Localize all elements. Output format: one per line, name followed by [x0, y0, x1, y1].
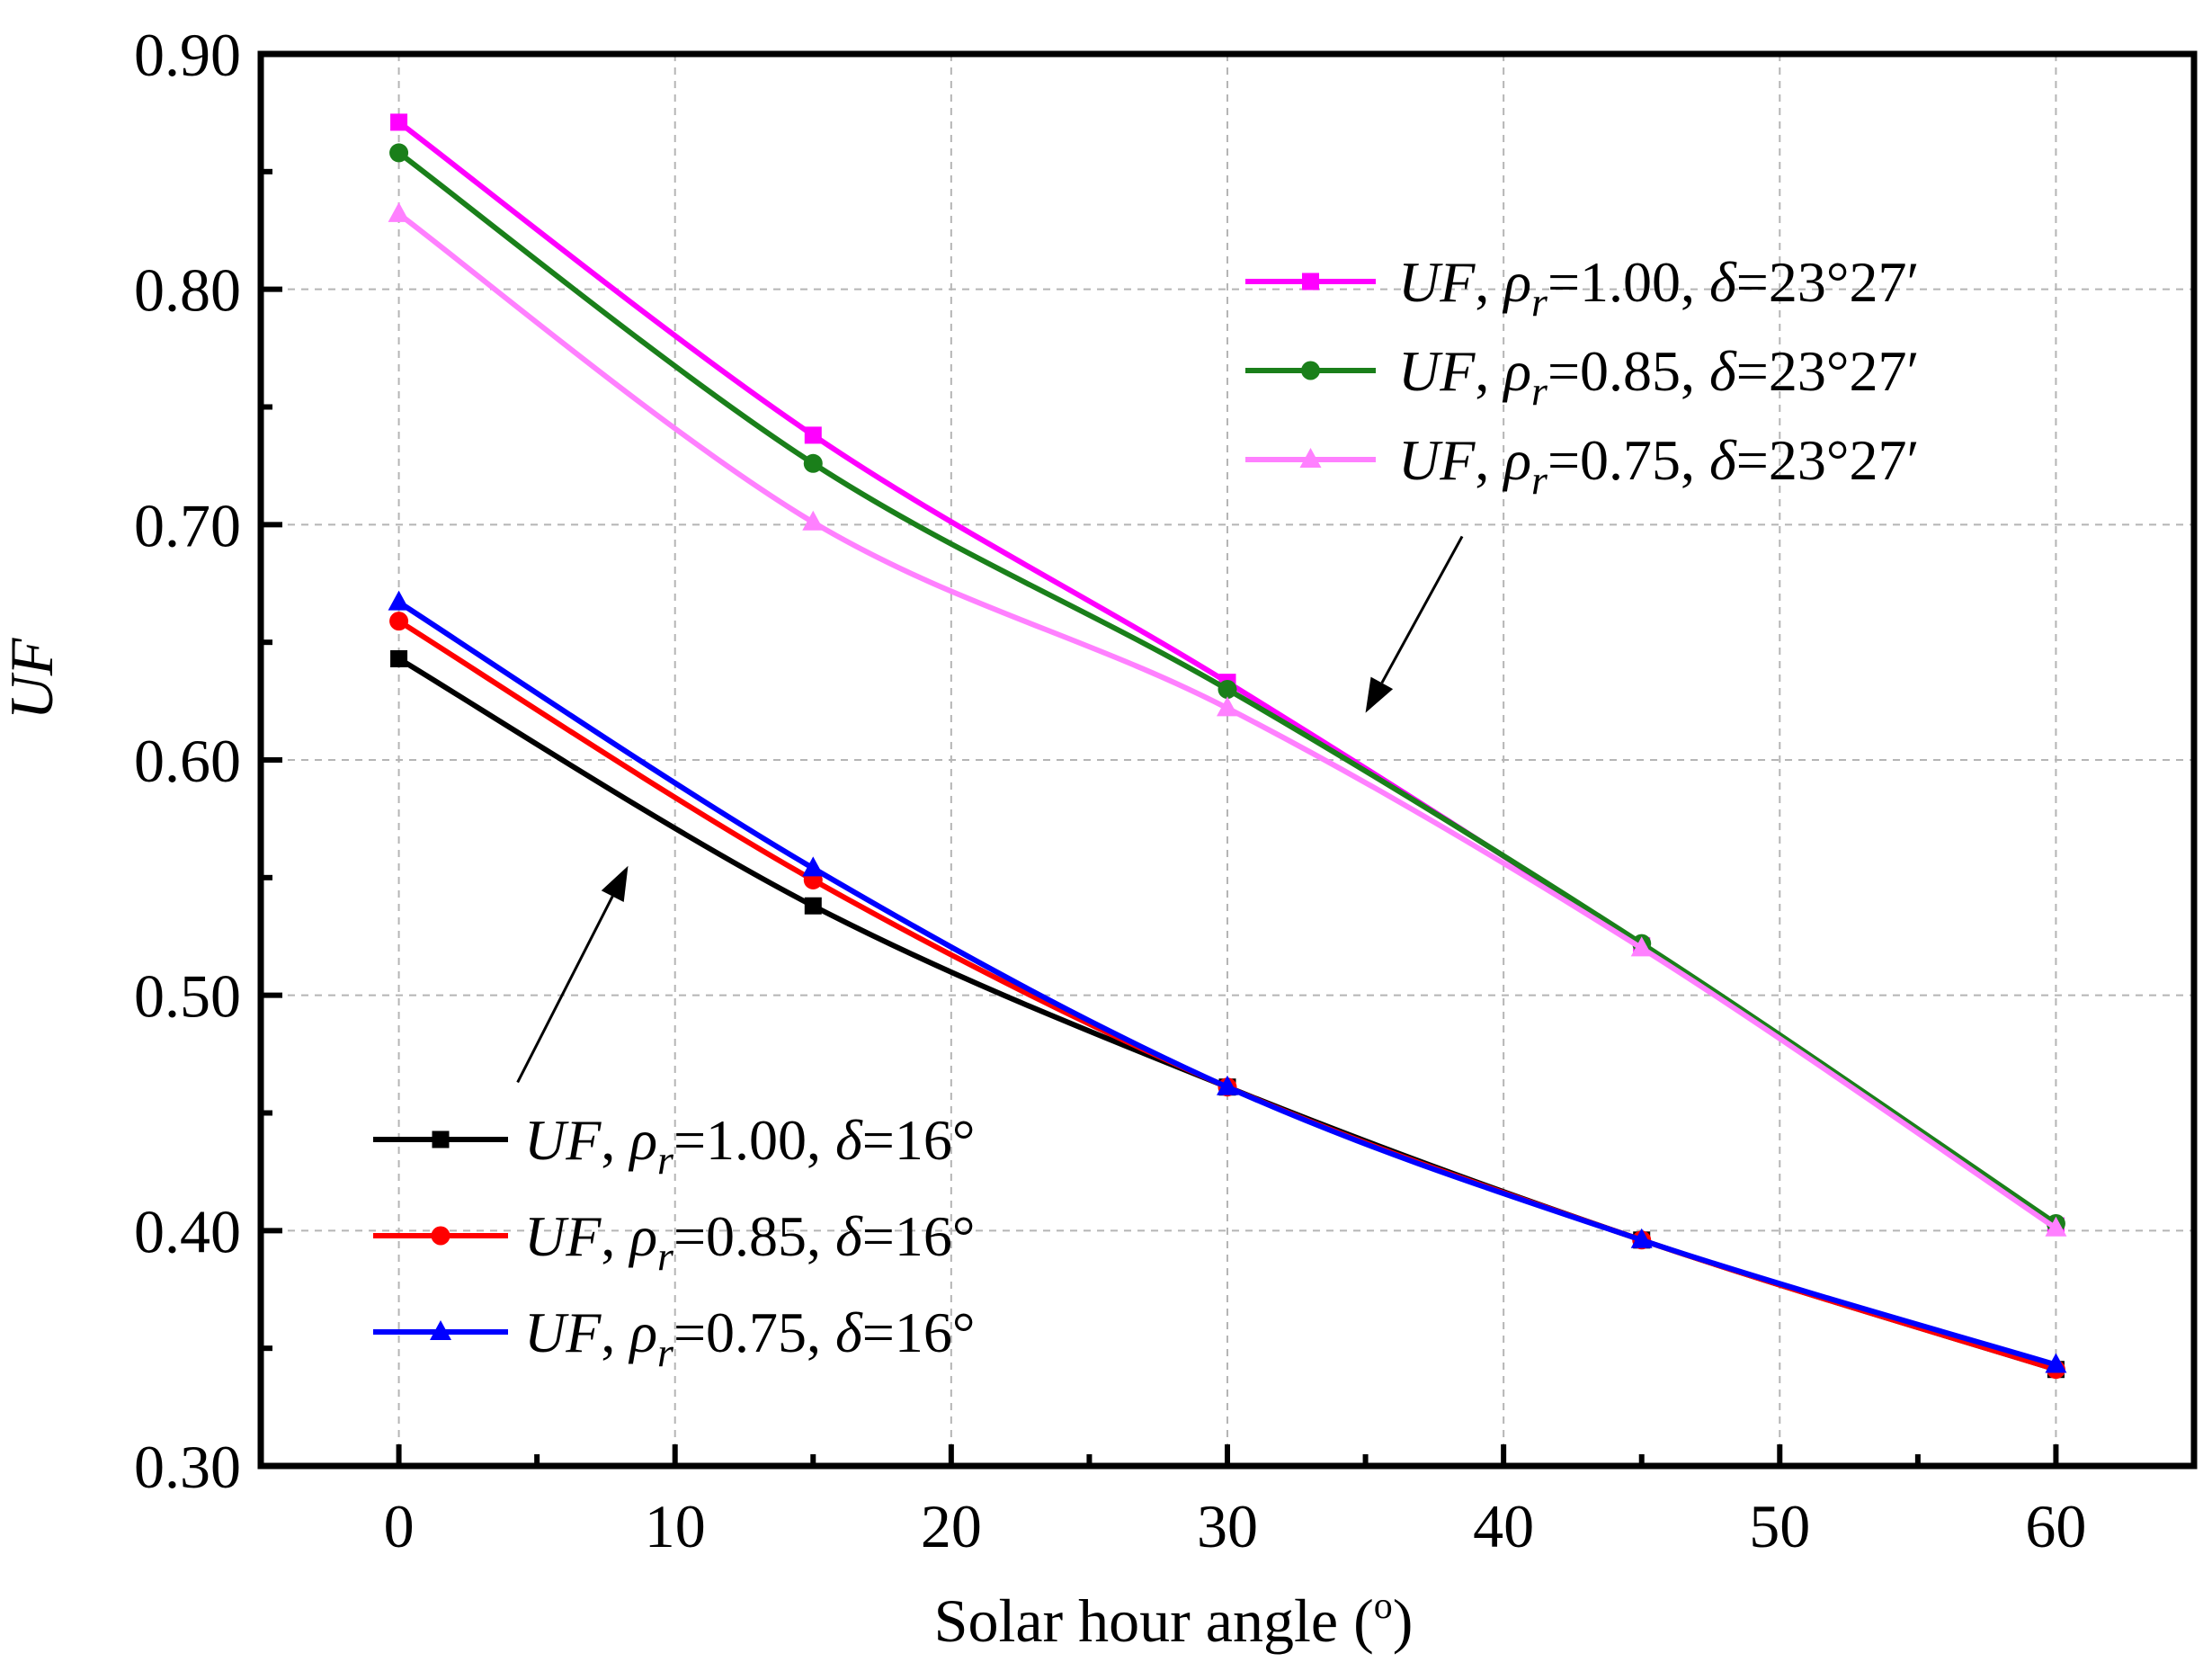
data-point: [1630, 936, 1653, 957]
legend-swatch-marker: [1302, 273, 1319, 290]
arrow-head: [601, 865, 629, 902]
legend-label: UF, ρr=1.00, δ=23°27′: [1398, 250, 1919, 325]
y-tick-label: 0.70: [134, 491, 241, 559]
legend-item: UF, ρr=0.75, δ=16°: [373, 1300, 975, 1375]
x-tick-label: 0: [384, 1492, 415, 1560]
x-tick-label: 40: [1473, 1492, 1534, 1560]
data-point: [804, 426, 822, 444]
data-point: [803, 453, 823, 473]
legend-swatch-marker: [432, 1130, 450, 1148]
legend-label: UF, ρr=0.85, δ=23°27′: [1398, 339, 1919, 414]
y-tick-label: 0.90: [134, 21, 241, 89]
legend-swatch-marker: [1301, 361, 1320, 380]
arrow-head: [1365, 676, 1394, 713]
legend-item: UF, ρr=0.75, δ=23°27′: [1245, 428, 1919, 503]
y-tick-label: 0.50: [134, 962, 241, 1031]
x-tick-label: 60: [2025, 1492, 2086, 1560]
legend-label: UF, ρr=1.00, δ=16°: [524, 1108, 975, 1183]
data-point: [1217, 680, 1237, 699]
legend-item: UF, ρr=0.85, δ=23°27′: [1245, 339, 1919, 414]
y-tick-label: 0.40: [134, 1197, 241, 1265]
series-6: [388, 590, 2067, 1373]
legend-item: UF, ρr=0.85, δ=16°: [373, 1204, 975, 1279]
x-tick-label: 20: [921, 1492, 982, 1560]
legend-item: UF, ρr=1.00, δ=16°: [373, 1108, 975, 1183]
legends: UF, ρr=1.00, δ=23°27′ UF, ρr=0.85, δ=23°2…: [373, 250, 1919, 1375]
data-point: [1217, 1075, 1238, 1095]
data-point: [802, 510, 825, 531]
x-tick-label: 50: [1749, 1492, 1810, 1560]
y-tick-label: 0.80: [134, 256, 241, 325]
data-point: [388, 590, 410, 611]
legend-bottom-left: UF, ρr=1.00, δ=16° UF, ρr=0.85, δ=16° UF, …: [373, 1108, 975, 1375]
data-point: [1630, 1228, 1653, 1248]
data-point: [2045, 1216, 2067, 1237]
data-point: [802, 856, 825, 877]
legend-label: UF, ρr=0.75, δ=23°27′: [1398, 428, 1919, 503]
y-axis-title: UF: [0, 637, 66, 719]
series-3: [388, 201, 2067, 1237]
annotation-arrow: [516, 865, 629, 1084]
y-tick-label: 0.60: [134, 727, 241, 795]
grid-lines: [261, 54, 2194, 1466]
data-point: [1217, 696, 1238, 717]
x-tick-label: 30: [1197, 1492, 1258, 1560]
data-point: [390, 649, 408, 667]
data-point: [389, 612, 409, 631]
data-point: [390, 113, 408, 131]
legend-label: UF, ρr=0.75, δ=16°: [524, 1300, 975, 1375]
annotation-arrow: [1365, 535, 1464, 713]
data-point: [2045, 1353, 2067, 1373]
data-point: [389, 143, 409, 163]
legend-swatch-marker: [430, 1320, 451, 1340]
arrow-shaft: [1380, 535, 1464, 684]
legend-top-right: UF, ρr=1.00, δ=23°27′ UF, ρr=0.85, δ=23°2…: [1245, 250, 1919, 503]
legend-swatch-marker: [1299, 448, 1322, 468]
legend-swatch-marker: [431, 1226, 450, 1246]
arrow-shaft: [516, 895, 614, 1084]
series-layer: [388, 113, 2067, 1380]
legend-label: UF, ρr=0.85, δ=16°: [524, 1204, 975, 1279]
data-point: [388, 201, 410, 222]
series-2: [389, 143, 2065, 1233]
axis-ticks: 0 10 20 30 40 50 60 0.30 0.40 0.50 0.60 0.70 0.80 0.9…: [134, 21, 2197, 1560]
annotation-arrows: [516, 535, 1464, 1084]
legend-item: UF, ρr=1.00, δ=23°27′: [1245, 250, 1919, 325]
data-point: [804, 897, 822, 915]
x-axis-title: Solar hour angle (o): [934, 1586, 1414, 1655]
x-tick-label: 10: [645, 1492, 706, 1560]
y-tick-label: 0.30: [134, 1433, 241, 1501]
